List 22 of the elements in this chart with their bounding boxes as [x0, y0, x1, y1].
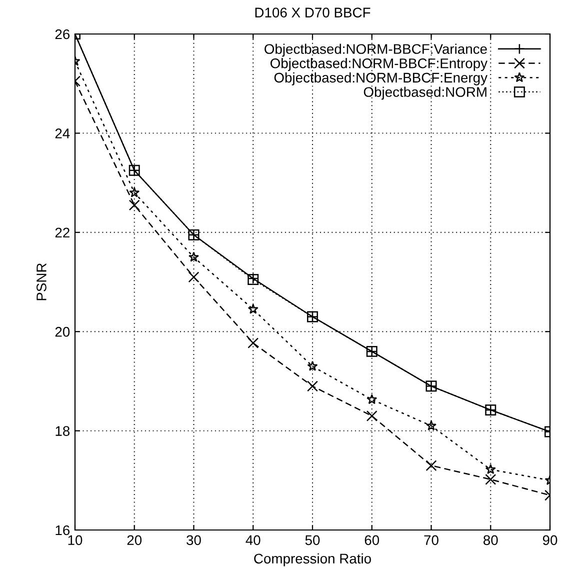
x-tick-label: 90 — [542, 535, 558, 546]
x-tick-label: 30 — [186, 535, 201, 546]
x-tick-label: 80 — [484, 535, 498, 546]
x-tick-label: 20 — [127, 535, 142, 546]
x-tick-label: 60 — [364, 535, 380, 546]
y-tick-label: 22 — [55, 228, 70, 238]
x-tick-label: 50 — [305, 535, 320, 546]
legend-label: Objectbased:NORM — [364, 86, 486, 100]
x-tick-label: 10 — [68, 535, 82, 546]
y-tick-label: 18 — [56, 426, 70, 436]
legend-label: Objectbased:NORM-BBCF:Energy — [274, 72, 488, 86]
y-tick-label: 26 — [55, 29, 70, 40]
legend-label: Objectbased:NORM-BBCF:Variance — [264, 44, 487, 57]
x-tick-label: 40 — [246, 535, 260, 546]
y-tick-label: 24 — [55, 128, 70, 138]
legend-label: Objectbased:NORM-BBCF:Entropy — [270, 58, 488, 72]
x-tick-label: 70 — [424, 535, 438, 546]
y-tick-label: 20 — [55, 326, 70, 337]
x-axis-title: Compression Ratio — [254, 553, 371, 566]
y-tick-label: 16 — [56, 525, 70, 536]
chart-title: D106 X D70 BBCF — [255, 8, 370, 18]
y-axis-title: PSNR — [36, 263, 46, 300]
